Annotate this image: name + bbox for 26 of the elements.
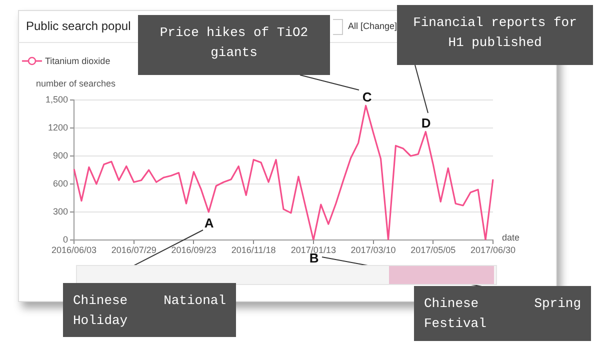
- chart-title: Public search popul: [26, 19, 131, 33]
- x-tick-label: 2017/01/13: [290, 244, 336, 255]
- x-tick-label: 2016/11/18: [231, 244, 276, 255]
- y-axis-title: number of searches: [36, 78, 116, 88]
- legend-label: Titanium dioxide: [45, 56, 110, 66]
- annotation: D: [421, 116, 431, 131]
- text: Chinese Spring Festival: [414, 286, 591, 341]
- annotation: C: [362, 90, 372, 105]
- x-axis-title: date: [502, 232, 520, 242]
- chart-subtitle: All [Change]: [348, 21, 398, 31]
- y-tick-label: 1,500: [45, 94, 68, 104]
- x-tick-label: 2016/06/03: [51, 244, 97, 255]
- y-tick-label: 300: [52, 206, 68, 216]
- y-tick-label: 1200: [48, 122, 68, 132]
- annotation: A: [204, 216, 214, 231]
- x-tick-label: 2016/07/29: [111, 244, 156, 255]
- y-tick-label: 600: [52, 178, 68, 188]
- text: Financial reports for H1 published: [397, 5, 593, 65]
- x-tick-label: 2016/09/23: [171, 244, 216, 255]
- y-tick-label: 0: [62, 234, 68, 244]
- text: Chinese National Holiday: [63, 283, 236, 337]
- x-tick-label: 2017/05/05: [410, 244, 456, 255]
- y-tick-label: 900: [52, 150, 68, 160]
- x-tick-label: 2017/06/30: [470, 244, 516, 255]
- x-tick-label: 2017/03/10: [350, 244, 396, 255]
- text: Price hikes of TiO2 giants: [138, 15, 330, 75]
